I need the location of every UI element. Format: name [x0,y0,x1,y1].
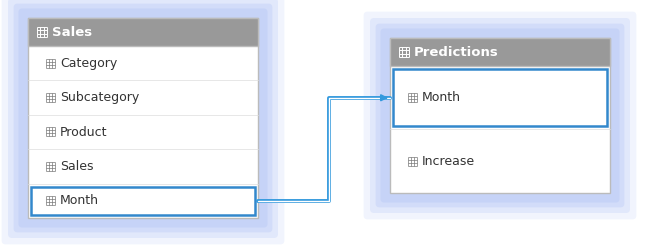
Text: Month: Month [422,91,461,104]
Text: Sales: Sales [52,25,92,38]
FancyBboxPatch shape [8,0,278,238]
FancyBboxPatch shape [376,24,625,208]
Text: Month: Month [60,194,99,207]
Bar [393,69,607,126]
Text: Subcategory: Subcategory [60,91,139,104]
FancyBboxPatch shape [363,12,636,220]
FancyBboxPatch shape [18,8,268,228]
Bar [28,18,258,218]
Bar [390,38,610,66]
Bar [390,38,610,193]
Text: Category: Category [60,57,117,70]
Bar [390,38,610,66]
Bar [31,187,255,215]
Text: Increase: Increase [422,155,475,168]
Bar [28,18,258,46]
Text: Predictions: Predictions [414,46,499,59]
Bar [28,18,258,46]
Text: Sales: Sales [60,160,94,173]
FancyBboxPatch shape [370,18,630,213]
FancyBboxPatch shape [1,0,285,245]
FancyBboxPatch shape [14,4,272,233]
FancyBboxPatch shape [380,28,619,203]
Text: Product: Product [60,125,107,138]
